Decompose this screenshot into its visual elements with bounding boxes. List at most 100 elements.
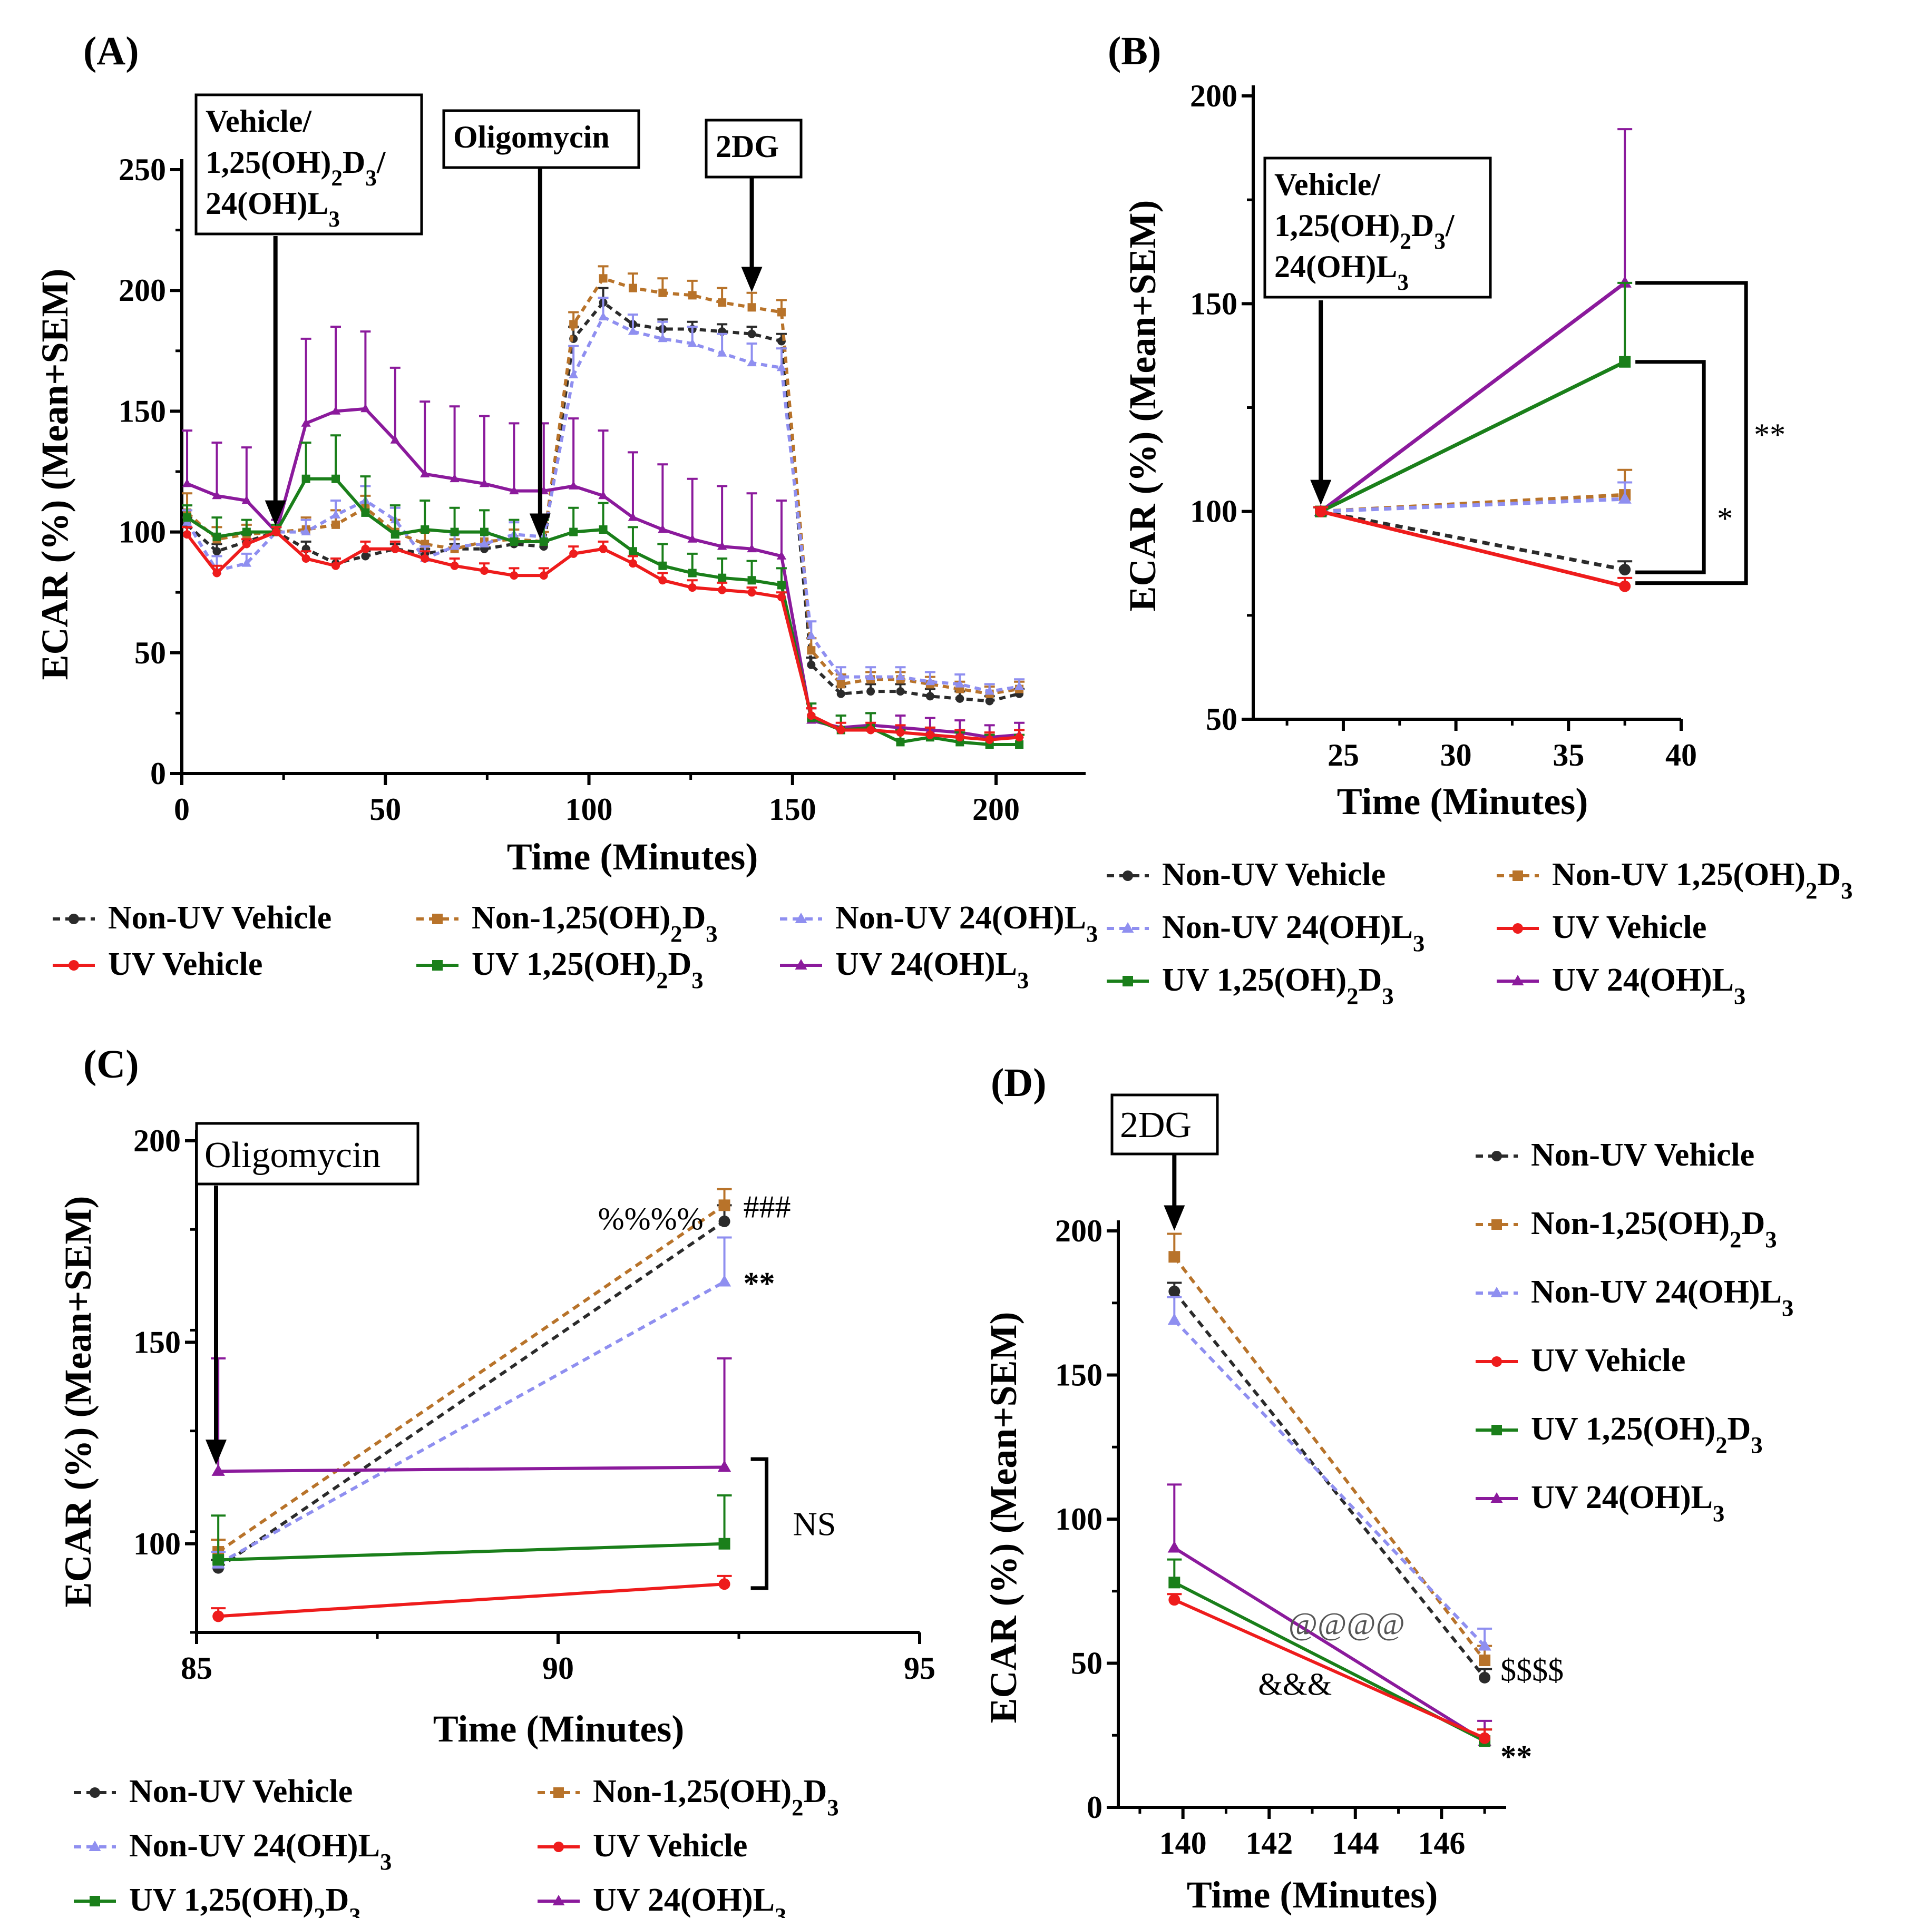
panel-A-label: (A) (83, 29, 139, 73)
panel-D-legend-marker (1490, 1287, 1503, 1297)
panel-A-point (598, 491, 608, 500)
panel-A-point (421, 525, 430, 534)
panel-C-legend-marker (553, 1787, 564, 1798)
panel-B-legend-item: Non-UV 1,25(OH)2D3 (1497, 857, 1852, 904)
panel-B-legend-label: Non-UV Vehicle (1162, 857, 1385, 893)
panel-A-point (777, 593, 786, 602)
panel-A-legend-marker (69, 960, 79, 971)
panel-A-point (509, 486, 519, 495)
panel-A-point (510, 537, 519, 546)
panel-A-point (807, 711, 816, 720)
panel-A-point (331, 520, 340, 529)
panel-A-legend-label: Non-1,25(OH)2D3 (472, 900, 718, 947)
panel-D-legend-label: Non-1,25(OH)2D3 (1531, 1206, 1777, 1252)
panel-A-arrow-vehicle-head (265, 500, 286, 526)
panel-A-point (896, 738, 905, 747)
panel-B-point (1619, 356, 1631, 368)
panel-C-legend: Non-UV Vehicle Non-1,25(OH)2D3 Non-UV 24(O… (74, 1774, 839, 1918)
panel-A-point (360, 404, 370, 413)
panel-D-legend-label: Non-UV 24(OH)L3 (1531, 1274, 1793, 1321)
panel-D-series-non-uv-24-oh-l3 (1167, 1296, 1492, 1651)
panel-A-point (569, 527, 578, 536)
panel-C-legend-item: Non-UV 24(OH)L3 (74, 1828, 392, 1875)
panel-D-arrow-head (1164, 1205, 1185, 1231)
panel-A-point (242, 540, 251, 549)
panel-C-line-uv-24-oh-l3 (218, 1465, 725, 1473)
panel-A-point (301, 527, 311, 535)
panel-A-point (747, 329, 756, 338)
panel-A-point (212, 547, 221, 556)
panel-D-annotations: 2DG @@@@ &&& $$$$ ** (1110, 1093, 1564, 1774)
panel-A-point (658, 334, 668, 342)
panel-A-point (361, 552, 370, 561)
panel-B-bracket-single (1635, 360, 1706, 574)
panel-A-point (836, 726, 845, 735)
panel-C-axes: 85 90 95 100 150 200 (C) Time (Minutes) ECAR (%)… (57, 1042, 935, 1750)
panel-A-point (687, 338, 697, 347)
panel-A-point (955, 679, 965, 688)
panel-A-arrow-2dg-head (741, 267, 763, 292)
panel-D-series-non-uv-vehicle (1167, 1281, 1492, 1684)
panel-D-x-tick-label: 140 (1159, 1826, 1207, 1861)
panel-C-line-non-uv-24-oh-l3 (217, 1280, 726, 1565)
panel-A-point (301, 418, 311, 427)
panel-A-point (747, 576, 756, 585)
panel-A-point (688, 569, 697, 578)
panel-B-legend-marker (1513, 870, 1523, 881)
panel-A-point (984, 686, 994, 695)
panel-D-stat-label: $$$$ (1500, 1652, 1564, 1687)
panel-A-legend-marker (69, 914, 79, 924)
panel-D-point (1479, 1732, 1491, 1744)
panel-A-point (183, 513, 192, 522)
panel-A-point (598, 312, 608, 321)
panel-C-ns-label: NS (793, 1505, 836, 1543)
panel-D-legend-label: UV Vehicle (1531, 1343, 1685, 1378)
panel-D-line-uv-vehicle (1174, 1598, 1486, 1740)
panel-C-point (718, 1215, 730, 1227)
panel-B-sig-label: * (1717, 501, 1733, 536)
panel-A-annotation-vehicle-box (194, 93, 423, 236)
panel-A-point (628, 559, 637, 568)
panel-D-legend-item: UV 1,25(OH)2D3 (1476, 1411, 1763, 1458)
panel-B-legend-item: UV 1,25(OH)2D3 (1107, 962, 1394, 1009)
panel-A-legend-item: Non-UV 24(OH)L3 (780, 900, 1098, 947)
panel-B-line-uv-1-25-oh-2d3 (1320, 360, 1626, 513)
panel-C-x-tick-label: 95 (904, 1651, 935, 1686)
panel-A-point (955, 694, 964, 703)
panel-A-point (717, 541, 727, 550)
panel-B-y-axis-title: ECAR (%) (Mean+SEM) (1121, 200, 1164, 612)
panel-C-line-non-uv-vehicle (217, 1220, 726, 1570)
panel-C-x-tick-label: 90 (542, 1651, 574, 1686)
panel-D-legend-marker (1491, 1219, 1502, 1230)
panel-B-annotations: Vehicle/1,25(OH)2D3/24(OH)L3*** (1263, 156, 1785, 585)
panel-A-point (747, 544, 757, 553)
panel-A-x-tick-label: 100 (565, 792, 613, 827)
panel-B-line-uv-24-oh-l3 (1320, 281, 1626, 513)
panel-C-legend-label: UV 1,25(OH)2D3 (129, 1882, 361, 1918)
panel-A-arrow-oligomycin-head (529, 513, 551, 539)
panel-A-point (331, 561, 340, 570)
panel-A-point (747, 588, 756, 597)
panel-A-legend-item: Non-UV Vehicle (53, 900, 331, 936)
panel-D-legend-label: UV 1,25(OH)2D3 (1531, 1411, 1763, 1458)
panel-A-point (925, 730, 934, 739)
panel-D-legend-label: Non-UV Vehicle (1531, 1137, 1754, 1173)
panel-B-point (1618, 492, 1632, 504)
panel-A-legend-item: Non-1,25(OH)2D3 (416, 900, 718, 947)
panel-D-annotation-box (1110, 1093, 1219, 1156)
panel-C-y-tick-label: 100 (133, 1526, 181, 1561)
panel-A-point (361, 508, 370, 517)
panel-D-legend-marker (1491, 1356, 1502, 1367)
panel-A-legend-label: UV Vehicle (108, 946, 262, 982)
panel-B-label: (B) (1108, 29, 1161, 73)
panel-A-point (776, 551, 787, 560)
panel-A-legend-item: UV 24(OH)L3 (780, 946, 1029, 993)
panel-C-legend-marker (90, 1896, 100, 1906)
panel-A-point (479, 478, 490, 487)
panel-A-point (865, 672, 876, 681)
panel-D-legend-item: Non-UV 24(OH)L3 (1476, 1274, 1793, 1321)
panel-A-point (925, 677, 935, 686)
panel-B-legend-label: UV 1,25(OH)2D3 (1162, 962, 1394, 1009)
panel-A-x-tick-label: 200 (972, 792, 1020, 827)
panel-A-point (628, 283, 637, 292)
